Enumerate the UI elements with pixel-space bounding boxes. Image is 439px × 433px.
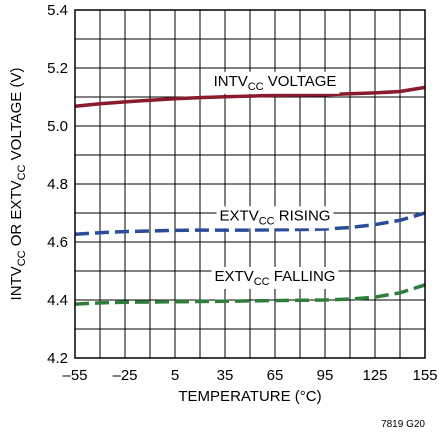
y-tick-label: 4.6 [47,234,68,251]
series-label-background [211,266,339,289]
y-tick-label: 4.8 [47,176,68,193]
series-label-2: EXTVCC RISING [216,206,334,229]
series-line-3 [74,283,426,306]
x-axis-label: TEMPERATURE (°C) [178,388,321,405]
y-tick-label: 5.2 [47,60,68,77]
x-tick-label: 155 [412,367,437,384]
y-tick-label: 4.2 [47,350,68,367]
x-tick-label: 125 [362,367,387,384]
tick-labels: –55 –25 5 35 65 95 125 155 4.2 4.4 4.6 4.8 5.0 5.2 5.4 [47,2,437,384]
series-label-3: EXTVCC FALLING [211,266,339,289]
x-tick-label: 65 [267,367,284,384]
series-label-text: EXTVCC FALLING [215,268,336,288]
y-tick-label: 5.0 [47,118,68,135]
series-label-text: EXTVCC RISING [220,207,331,227]
grid [74,9,426,359]
series-layer [74,85,426,306]
x-tick-label: –25 [112,367,137,384]
y-axis-label: INTVCC OR EXTVCC VOLTAGE (V) [8,68,28,301]
series-label-1: INTVCC VOLTAGE [210,71,340,94]
y-tick-label: 5.4 [47,2,68,19]
x-tick-label: 35 [217,367,234,384]
series-line-2 [74,211,426,236]
x-tick-label: 5 [171,367,179,384]
x-tick-label: –55 [62,367,87,384]
x-tick-label: 95 [317,367,334,384]
series-label-text: INTVCC VOLTAGE [214,73,337,93]
plot-frame [74,9,426,359]
series-label-background [216,206,334,229]
series-labels: INTVCC VOLTAGE EXTVCC RISING EXTVCC FALLIN… [210,71,340,289]
series-line-1 [74,85,426,109]
series-label-background [210,71,340,94]
figure-id: 7819 G20 [381,419,425,430]
y-tick-label: 4.4 [47,292,68,309]
